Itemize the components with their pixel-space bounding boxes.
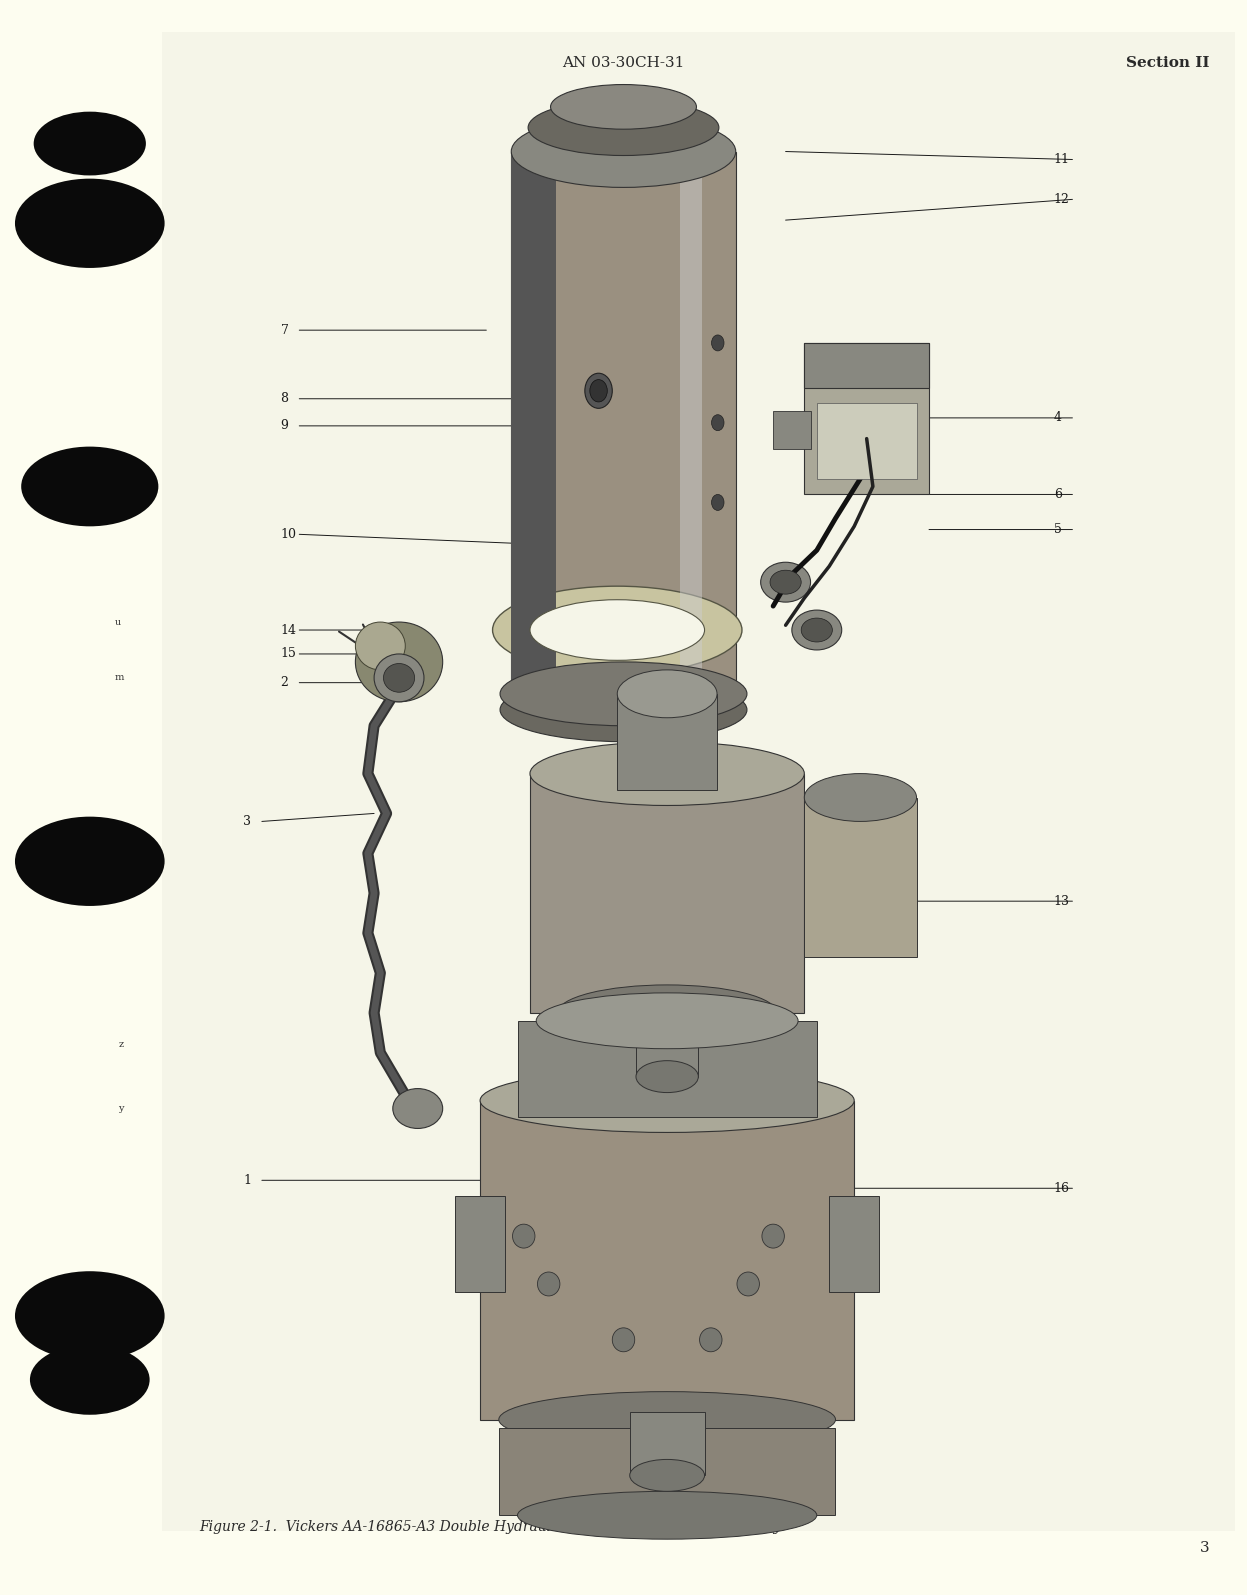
Text: 15: 15 [281,648,297,660]
Text: 6: 6 [1054,488,1061,501]
Ellipse shape [513,1225,535,1247]
Ellipse shape [34,112,146,175]
Text: 3: 3 [243,815,251,828]
Ellipse shape [355,622,405,670]
Ellipse shape [712,415,725,431]
Bar [499,1428,835,1515]
Bar [455,1196,505,1292]
Bar [773,412,811,450]
Ellipse shape [737,1273,759,1295]
Text: 2: 2 [281,676,288,689]
Ellipse shape [493,585,742,673]
Text: y: y [118,1104,123,1113]
Text: 7: 7 [281,324,288,337]
Text: 16: 16 [1054,1182,1070,1195]
Text: 11: 11 [1054,153,1070,166]
Bar [617,694,717,790]
Ellipse shape [636,1061,698,1093]
Bar [162,32,1235,1531]
Bar [804,798,917,957]
Ellipse shape [500,678,747,742]
Bar [530,774,804,1013]
Text: AN 03-30CH-31: AN 03-30CH-31 [562,56,685,70]
Ellipse shape [792,609,842,651]
Ellipse shape [21,447,158,526]
Ellipse shape [384,664,414,692]
Text: 1: 1 [243,1174,251,1187]
Ellipse shape [700,1327,722,1353]
Text: 5: 5 [1054,523,1061,536]
Ellipse shape [557,984,777,1042]
Ellipse shape [518,1491,817,1539]
Ellipse shape [529,99,718,155]
Bar [511,152,556,694]
Ellipse shape [612,1327,635,1353]
Ellipse shape [630,1459,705,1491]
Text: 9: 9 [281,419,288,432]
Ellipse shape [712,494,725,510]
Ellipse shape [530,600,705,660]
Text: 12: 12 [1054,193,1070,206]
Ellipse shape [771,569,801,593]
Bar [630,1412,705,1475]
Ellipse shape [374,654,424,702]
Text: 10: 10 [281,528,297,541]
Bar [636,1013,698,1077]
Ellipse shape [15,179,165,268]
Text: u: u [115,617,121,627]
Ellipse shape [530,742,804,805]
Text: z: z [118,1040,123,1050]
Ellipse shape [500,662,747,726]
Ellipse shape [15,1271,165,1361]
Ellipse shape [511,115,736,188]
Text: 4: 4 [1054,412,1061,424]
Bar [680,152,702,694]
Ellipse shape [355,622,443,702]
Ellipse shape [590,380,607,402]
Ellipse shape [762,1225,784,1247]
Ellipse shape [804,774,917,821]
Ellipse shape [712,335,725,351]
Ellipse shape [536,992,798,1050]
Bar [480,1101,854,1420]
Ellipse shape [551,85,696,129]
Bar [829,1196,879,1292]
Ellipse shape [761,561,811,601]
Ellipse shape [802,617,833,641]
Bar [511,152,736,694]
Text: 13: 13 [1054,895,1070,908]
Ellipse shape [393,1088,443,1129]
Ellipse shape [15,817,165,906]
Ellipse shape [480,1069,854,1132]
Ellipse shape [585,373,612,408]
Text: m: m [115,673,125,683]
Text: Section II: Section II [1126,56,1210,70]
Ellipse shape [499,1391,835,1448]
Bar [804,343,929,494]
Text: 3: 3 [1200,1541,1210,1555]
Bar [804,343,929,389]
Text: Figure 2-1.  Vickers AA-16865-A3 Double Hydraulic Pumps and Controls Assembly: Figure 2-1. Vickers AA-16865-A3 Double H… [200,1520,782,1534]
Ellipse shape [537,1273,560,1295]
Ellipse shape [617,670,717,718]
Bar [518,1021,817,1116]
Text: 14: 14 [281,624,297,636]
Bar [817,402,917,478]
Ellipse shape [30,1345,150,1415]
Text: 8: 8 [281,392,288,405]
